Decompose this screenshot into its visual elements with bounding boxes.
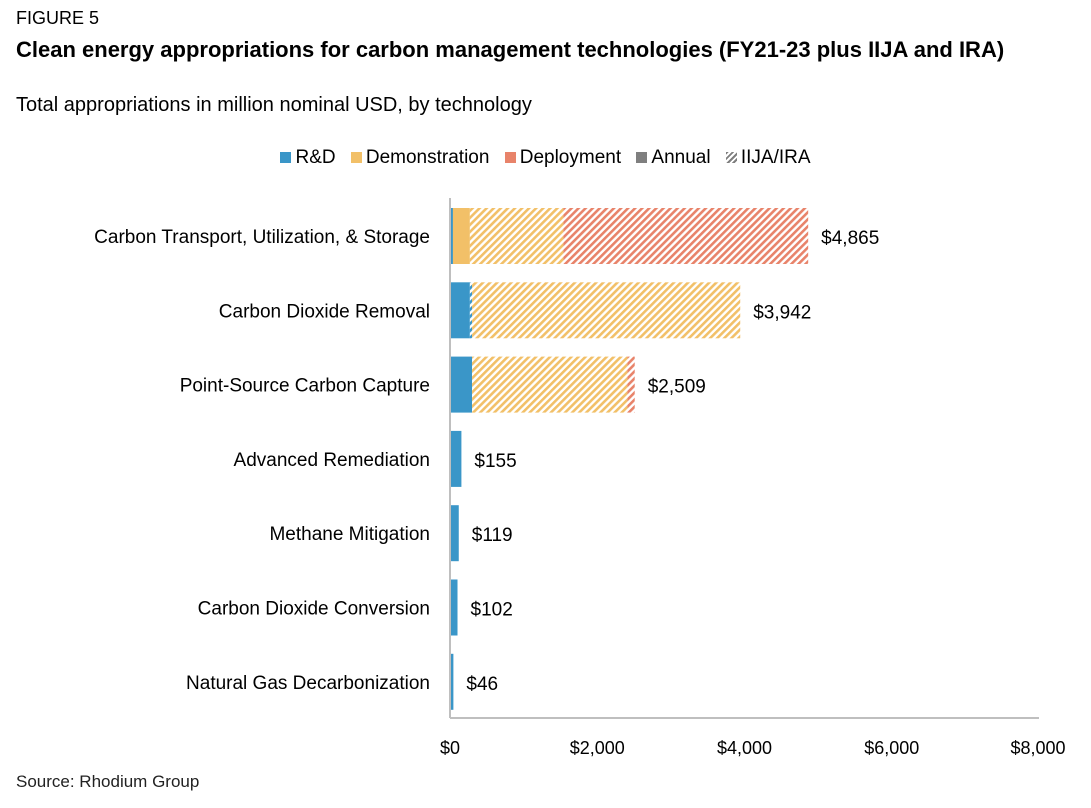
value-label-natural-gas-decarbonization: $46 (466, 674, 498, 695)
legend-item-annual: Annual (636, 147, 711, 169)
bar-segment-natural-gas-decarbonization-rd-annual (450, 653, 454, 710)
bars-layer (450, 208, 809, 710)
category-label-natural-gas-decarbonization: Natural Gas Decarbonization (186, 673, 430, 694)
legend-item-deployment: Deployment (504, 147, 622, 169)
bar-segment-carbon-transport-utilization-storage-demo-iija (469, 208, 564, 264)
legend-label-demonstration: Demonstration (365, 147, 490, 168)
legend-item-demonstration: Demonstration (350, 147, 490, 169)
bar-segment-methane-mitigation-rd-annual (450, 505, 459, 562)
source-note: Source: Rhodium Group (16, 772, 200, 791)
x-tick-label: $6,000 (864, 738, 919, 758)
bar-segment-carbon-dioxide-removal-rd-iija (469, 282, 473, 339)
legend-swatch-iija-ira (725, 152, 737, 163)
bar-segment-advanced-remediation-rd-annual (450, 430, 462, 487)
x-tick-label: $8,000 (1010, 738, 1065, 758)
legend-swatch-annual (636, 152, 648, 163)
bar-segment-carbon-dioxide-removal-rd-annual (450, 282, 470, 339)
category-label-carbon-dioxide-conversion: Carbon Dioxide Conversion (198, 599, 430, 620)
category-label-carbon-dioxide-removal: Carbon Dioxide Removal (219, 301, 430, 322)
value-label-carbon-dioxide-removal: $3,942 (753, 302, 811, 323)
chart-subtitle: Total appropriations in million nominal … (16, 94, 532, 116)
category-label-point-source-carbon-capture: Point-Source Carbon Capture (180, 376, 430, 397)
category-label-methane-mitigation: Methane Mitigation (269, 524, 430, 545)
labels-layer: Carbon Transport, Utilization, & Storage… (94, 227, 879, 695)
legend-label-rd: R&D (295, 147, 336, 168)
value-label-point-source-carbon-capture: $2,509 (648, 377, 706, 398)
bar-segment-carbon-transport-utilization-storage-rd-annual (450, 208, 453, 264)
value-label-carbon-dioxide-conversion: $102 (471, 600, 513, 621)
x-tick-label: $4,000 (717, 738, 772, 758)
value-label-carbon-transport-utilization-storage: $4,865 (821, 228, 879, 249)
legend-swatch-deployment (504, 152, 516, 163)
bar-segment-point-source-carbon-capture-rd-annual (450, 356, 473, 413)
figure-label: FIGURE 5 (16, 8, 100, 28)
x-tick-label: $2,000 (570, 738, 625, 758)
legend-item-iija-ira: IIJA/IRA (725, 147, 811, 169)
x-tick-label: $0 (440, 738, 460, 758)
legend-label-annual: Annual (651, 147, 711, 168)
value-label-methane-mitigation: $119 (472, 525, 513, 546)
bar-segment-carbon-transport-utilization-storage-demo-annual (452, 208, 470, 264)
bar-segment-carbon-dioxide-conversion-rd-annual (450, 579, 458, 636)
legend-swatch-demonstration (350, 152, 362, 163)
chart-title: Clean energy appropriations for carbon m… (16, 37, 1005, 62)
legend-swatch-rd (280, 152, 292, 163)
value-label-advanced-remediation: $155 (474, 451, 516, 472)
bar-segment-point-source-carbon-capture-dep-iija (627, 356, 635, 413)
bar-segment-point-source-carbon-capture-demo-iija (472, 356, 628, 413)
chart-legend: R&D Demonstration Deployment Annual IIJA… (0, 147, 1091, 169)
category-label-advanced-remediation: Advanced Remediation (234, 450, 430, 471)
legend-label-deployment: Deployment (519, 147, 622, 168)
bar-segment-carbon-transport-utilization-storage-dep-iija (563, 208, 809, 264)
axis-layer: $0 $2,000 $4,000 $6,000 $8,000 (440, 198, 1066, 758)
legend-item-rd: R&D (280, 147, 336, 169)
category-label-carbon-transport-utilization-storage: Carbon Transport, Utilization, & Storage (94, 227, 430, 248)
legend-label-iija-ira: IIJA/IRA (740, 147, 811, 168)
bar-segment-carbon-dioxide-removal-demo-iija (472, 282, 741, 339)
